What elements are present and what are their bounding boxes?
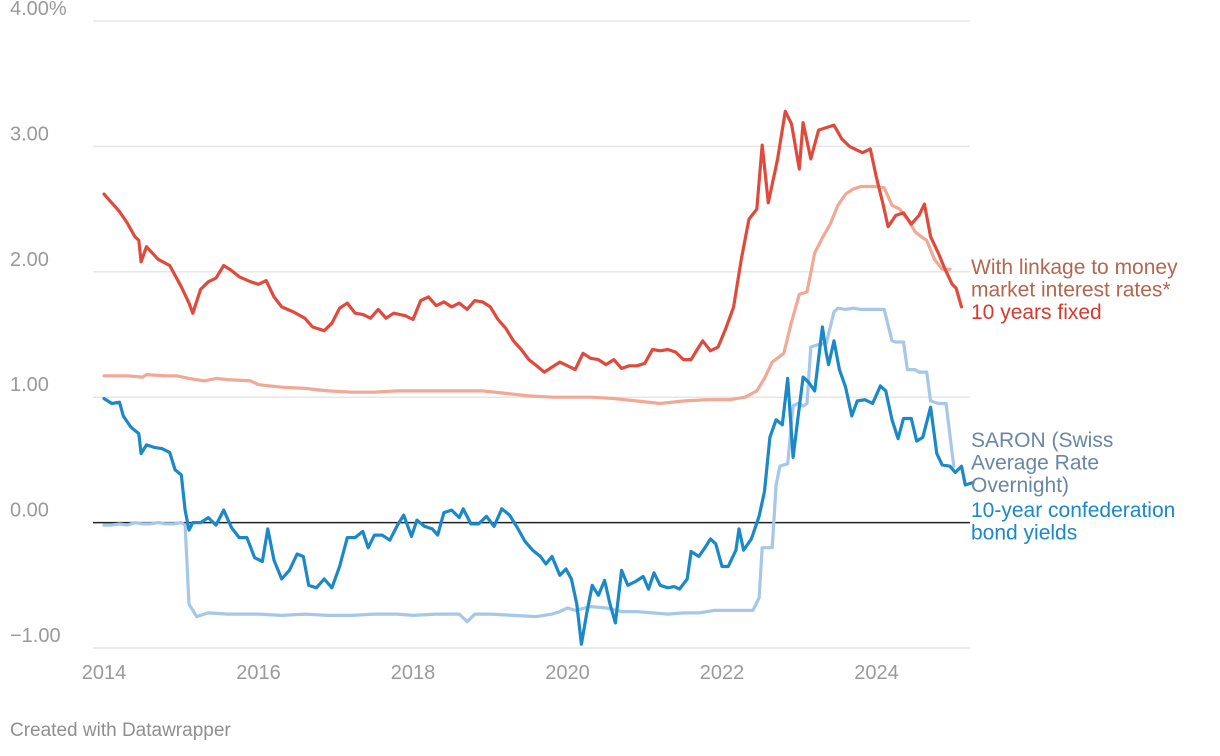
line-saron xyxy=(102,306,956,624)
y-tick-label: 1.00 xyxy=(10,374,49,396)
series-lines xyxy=(102,109,975,646)
y-tick-label: −1.00 xyxy=(10,625,61,647)
series-label-line: Average Rate xyxy=(971,452,1099,475)
line-10-years-fixed xyxy=(102,109,964,374)
series-label-line: 10-year confederation xyxy=(971,499,1175,522)
y-tick-label: 4.00% xyxy=(10,0,67,20)
x-tick-label: 2016 xyxy=(236,662,281,684)
series-label-line: SARON (Swiss xyxy=(971,429,1113,452)
x-axis-tick-labels: 2014 2016 2018 2020 2022 2024 xyxy=(82,662,899,684)
x-tick-label: 2024 xyxy=(854,662,899,684)
gridlines xyxy=(93,20,970,649)
series-label-line: market interest rates* xyxy=(971,279,1171,302)
series-label-line: With linkage to money xyxy=(971,256,1178,279)
y-tick-label: 2.00 xyxy=(10,249,49,271)
datawrapper-credit: Created with Datawrapper xyxy=(10,720,231,741)
x-tick-label: 2022 xyxy=(700,662,745,684)
x-tick-label: 2020 xyxy=(545,662,590,684)
x-tick-label: 2018 xyxy=(391,662,436,684)
series-label-line: 10 years fixed xyxy=(971,301,1102,324)
y-tick-label: 3.00 xyxy=(10,123,49,145)
series-label-line: Overnight) xyxy=(971,474,1069,497)
series-label-line: bond yields xyxy=(971,522,1077,545)
line-10-year-bond-yields xyxy=(102,325,975,646)
y-axis-tick-labels: 4.00% 3.00 2.00 1.00 0.00 −1.00 xyxy=(10,0,67,647)
x-tick-label: 2014 xyxy=(82,662,127,684)
y-tick-label: 0.00 xyxy=(10,500,49,522)
line-money-market-linked xyxy=(102,184,952,406)
